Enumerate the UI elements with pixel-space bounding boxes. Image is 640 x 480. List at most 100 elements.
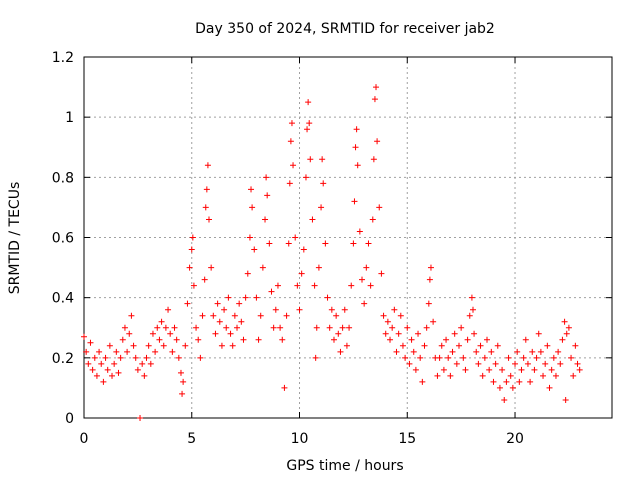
data-point xyxy=(126,330,133,337)
data-point xyxy=(285,240,292,247)
data-point xyxy=(177,369,184,376)
data-point xyxy=(221,306,228,313)
data-point xyxy=(173,336,180,343)
data-point xyxy=(283,312,290,319)
data-point xyxy=(475,360,482,367)
plot-frame xyxy=(83,56,613,419)
data-point xyxy=(287,138,294,145)
data-point xyxy=(277,324,284,331)
data-point xyxy=(339,324,346,331)
data-point xyxy=(306,120,313,127)
data-point xyxy=(189,234,196,241)
data-point xyxy=(193,324,200,331)
data-point xyxy=(425,300,432,307)
data-point xyxy=(365,240,372,247)
x-tick-label: 0 xyxy=(80,431,89,447)
data-point xyxy=(263,174,270,181)
data-point xyxy=(141,372,148,379)
data-point xyxy=(208,264,215,271)
data-point xyxy=(382,330,389,337)
data-point xyxy=(404,324,411,331)
data-point xyxy=(524,360,531,367)
data-point xyxy=(557,360,564,367)
data-point xyxy=(330,336,337,343)
data-point xyxy=(318,204,325,211)
data-point xyxy=(574,360,581,367)
data-point xyxy=(335,330,342,337)
data-point xyxy=(576,366,583,373)
data-point xyxy=(137,415,144,421)
y-tick-label: 0.4 xyxy=(52,291,74,307)
data-point xyxy=(246,234,253,241)
data-point xyxy=(373,84,380,91)
data-point xyxy=(257,312,264,319)
data-point xyxy=(251,246,258,253)
data-point xyxy=(501,396,508,403)
data-point xyxy=(466,312,473,319)
data-point xyxy=(268,288,275,295)
data-point xyxy=(89,366,96,373)
data-point xyxy=(348,282,355,289)
data-points xyxy=(81,84,583,421)
data-point xyxy=(427,264,434,271)
data-point xyxy=(201,276,208,283)
data-point xyxy=(562,396,569,403)
data-point xyxy=(516,378,523,385)
data-point xyxy=(93,372,100,379)
data-point xyxy=(154,324,161,331)
data-point xyxy=(98,360,105,367)
data-point xyxy=(522,336,529,343)
data-point xyxy=(419,378,426,385)
data-point xyxy=(531,366,538,373)
y-tick-label: 0.2 xyxy=(52,351,74,367)
data-point xyxy=(259,264,266,271)
data-point xyxy=(387,336,394,343)
data-point xyxy=(488,348,495,355)
data-point xyxy=(227,330,234,337)
data-point xyxy=(412,366,419,373)
data-point xyxy=(499,366,506,373)
data-point xyxy=(171,324,178,331)
y-tick-label: 1.2 xyxy=(52,50,74,66)
data-point xyxy=(503,378,510,385)
data-point xyxy=(561,318,568,325)
data-point xyxy=(139,360,146,367)
data-point xyxy=(479,372,486,379)
data-point xyxy=(87,339,94,346)
data-point xyxy=(199,312,206,319)
x-axis-label: GPS time / hours xyxy=(286,458,403,474)
data-point xyxy=(451,330,458,337)
data-point xyxy=(559,336,566,343)
data-point xyxy=(158,318,165,325)
data-point xyxy=(305,99,312,106)
data-point xyxy=(248,186,255,193)
data-point xyxy=(527,378,534,385)
data-point xyxy=(266,240,273,247)
data-point xyxy=(449,348,456,355)
data-point xyxy=(216,318,223,325)
data-point xyxy=(440,366,447,373)
data-point xyxy=(568,354,575,361)
data-point xyxy=(363,264,370,271)
data-point xyxy=(535,330,542,337)
data-point xyxy=(430,318,437,325)
data-point xyxy=(298,270,305,277)
data-point xyxy=(165,306,172,313)
data-point xyxy=(481,354,488,361)
data-point xyxy=(322,240,329,247)
data-point xyxy=(548,366,555,373)
data-point xyxy=(544,342,551,349)
data-point xyxy=(300,246,307,253)
data-point xyxy=(509,384,516,391)
data-point xyxy=(180,378,187,385)
data-point xyxy=(296,306,303,313)
data-point xyxy=(565,324,572,331)
data-point xyxy=(473,348,480,355)
data-point xyxy=(356,228,363,235)
data-point xyxy=(274,282,281,289)
data-point xyxy=(218,342,225,349)
data-point xyxy=(370,156,377,163)
data-point xyxy=(552,372,559,379)
data-point xyxy=(106,342,113,349)
data-point xyxy=(542,360,549,367)
